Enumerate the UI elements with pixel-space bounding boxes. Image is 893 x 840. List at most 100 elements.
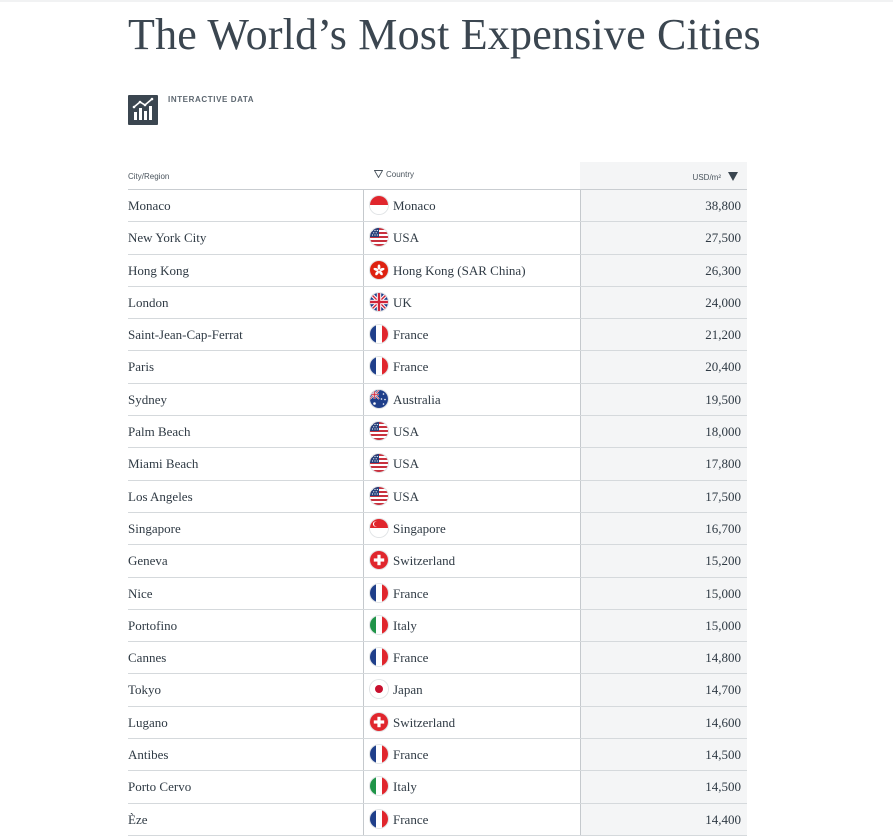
city-cell: Porto Cervo: [128, 779, 192, 795]
city-cell: Nice: [128, 585, 153, 601]
usd-cell: 17,800: [580, 448, 747, 480]
country-name: USA: [393, 488, 420, 504]
table-row: Porto Cervo Italy 14,500: [128, 771, 747, 804]
top-divider: [0, 0, 893, 2]
usd-cell: 14,400: [580, 803, 747, 835]
table-row: Hong Kong Hong Kong (SAR China) 26,300: [128, 254, 747, 287]
country-cell: France: [363, 319, 580, 351]
flag-france-icon: [370, 583, 388, 602]
usd-cell: 15,200: [580, 545, 747, 577]
flag-france-icon: [370, 745, 388, 764]
country-name: France: [393, 327, 429, 343]
country-name: UK: [393, 294, 412, 310]
flag-singapore-icon: [370, 518, 388, 537]
column-header-usd-label: USD/m²: [692, 173, 721, 182]
flag-switzerland-icon: [370, 712, 388, 731]
country-name: Australia: [393, 391, 441, 407]
usd-cell: 17,500: [580, 480, 747, 512]
country-cell: France: [363, 351, 580, 383]
table-row: Geneva Switzerland 15,200: [128, 545, 747, 578]
usd-cell: 20,400: [580, 351, 747, 383]
flag-uk-icon: [370, 292, 388, 311]
city-cell: Hong Kong: [128, 262, 190, 278]
country-name: USA: [393, 424, 420, 440]
city-cell: Antibes: [128, 747, 169, 763]
city-cell: London: [128, 294, 169, 310]
flag-australia-icon: [370, 389, 388, 408]
column-header-country[interactable]: Country: [373, 162, 578, 189]
table-row: Saint-Jean-Cap-Ferrat France 21,200: [128, 319, 747, 352]
column-header-city[interactable]: City/Region: [128, 172, 170, 181]
country-cell: Italy: [363, 771, 580, 803]
flag-switzerland-icon: [370, 551, 388, 570]
country-cell: USA: [363, 222, 580, 254]
flag-italy-icon: [370, 777, 388, 796]
flag-japan-icon: [370, 680, 388, 699]
flag-france-icon: [370, 648, 388, 667]
country-cell: France: [363, 803, 580, 835]
usd-cell: 18,000: [580, 416, 747, 448]
city-cell: Èze: [128, 811, 148, 827]
usd-cell: 26,300: [580, 254, 747, 286]
table-row: Nice France 15,000: [128, 577, 747, 610]
table-row: New York City USA 27,500: [128, 222, 747, 255]
table-row: Miami Beach USA 17,800: [128, 448, 747, 481]
table-row: Monaco Monaco 38,800: [128, 190, 747, 223]
country-name: Italy: [393, 779, 417, 795]
usd-cell: 24,000: [580, 286, 747, 319]
flag-france-icon: [370, 809, 388, 828]
flag-usa-icon: [370, 486, 388, 505]
city-cell: Singapore: [128, 520, 181, 536]
flag-france-icon: [370, 325, 388, 344]
country-name: USA: [393, 456, 420, 472]
city-cell: New York City: [128, 230, 207, 246]
table-row: Sydney Australia 19,500: [128, 383, 747, 417]
country-cell: USA: [363, 416, 580, 448]
column-header-country-label: Country: [386, 170, 415, 179]
usd-cell: 15,000: [580, 609, 747, 642]
country-name: France: [393, 650, 429, 666]
flag-italy-icon: [370, 615, 388, 634]
usd-cell: 14,600: [580, 706, 747, 739]
table-row: Antibes France 14,500: [128, 739, 747, 772]
country-cell: Singapore: [363, 512, 580, 545]
usd-cell: 14,500: [580, 739, 747, 771]
country-name: Italy: [393, 617, 417, 633]
city-cell: Geneva: [128, 553, 168, 569]
country-name: Japan: [393, 682, 423, 698]
city-cell: Palm Beach: [128, 424, 191, 440]
sort-descending-icon[interactable]: [728, 163, 738, 181]
country-name: Switzerland: [393, 714, 456, 730]
city-cell: Tokyo: [128, 682, 162, 698]
usd-cell: 19,500: [580, 383, 747, 416]
column-header-usd[interactable]: USD/m²: [580, 162, 747, 189]
country-name: France: [393, 747, 429, 763]
flag-usa-icon: [370, 422, 388, 441]
usd-cell: 21,200: [580, 319, 747, 351]
usd-cell: 16,700: [580, 512, 747, 545]
interactive-data-label: INTERACTIVE DATA: [168, 95, 255, 104]
table-row: London UK 24,000: [128, 286, 747, 320]
usd-cell: 14,700: [580, 674, 747, 706]
flag-hongkong-icon: [370, 260, 388, 279]
country-name: Monaco: [393, 198, 436, 213]
table-row: Paris France 20,400: [128, 351, 747, 384]
table-row: Èze France 14,400: [128, 803, 747, 836]
table-body: Monaco Monaco 38,800 New York City USA 27,500…: [128, 190, 747, 836]
city-cell: Monaco: [128, 198, 171, 213]
city-cell: Lugano: [128, 714, 168, 730]
table-row: Lugano Switzerland 14,600: [128, 706, 747, 740]
usd-cell: 14,500: [580, 771, 747, 803]
table-row: Portofino Italy 15,000: [128, 609, 747, 643]
country-cell: UK: [363, 286, 580, 319]
usd-cell: 38,800: [580, 190, 747, 222]
country-cell: Australia: [363, 383, 580, 416]
page-title: The World’s Most Expensive Cities: [128, 10, 761, 59]
country-cell: France: [363, 739, 580, 771]
country-cell: Switzerland: [363, 545, 580, 577]
country-name: Hong Kong (SAR China): [393, 262, 526, 278]
filter-icon[interactable]: [373, 163, 384, 179]
flag-monaco-icon: [370, 196, 388, 214]
country-cell: France: [363, 577, 580, 609]
country-cell: USA: [363, 448, 580, 480]
